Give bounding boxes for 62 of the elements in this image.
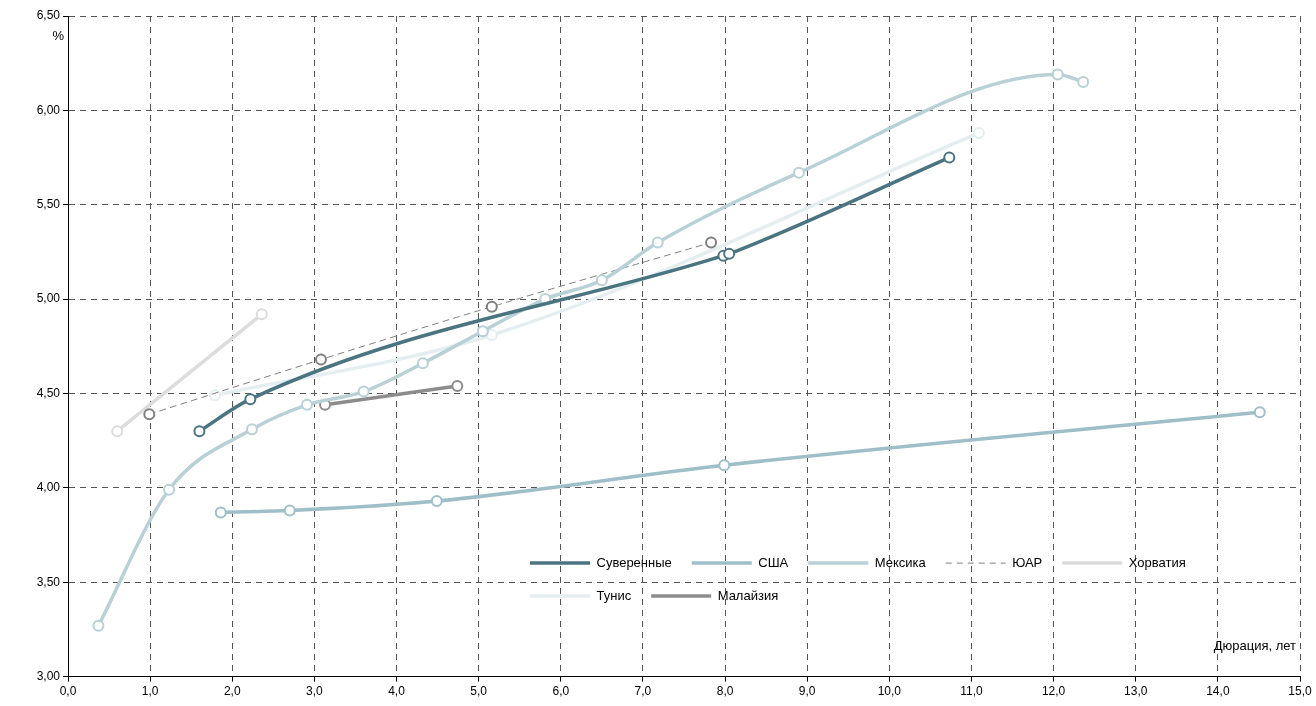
x-tick-label: 10,0	[877, 684, 902, 699]
legend-label: Тунис	[596, 587, 632, 603]
legend-label: Мексика	[874, 554, 927, 570]
legend-label: Хорватия	[1128, 554, 1186, 570]
y-axis-title: %	[52, 28, 65, 44]
point	[705, 236, 718, 249]
point	[214, 506, 227, 519]
x-tick-label: 6,0	[552, 684, 570, 699]
point	[1051, 68, 1064, 81]
point	[193, 425, 206, 438]
x-tick-label: 4,0	[388, 684, 406, 699]
point	[301, 398, 314, 411]
point	[430, 495, 443, 508]
x-tick-label: 0,0	[59, 684, 77, 699]
point	[163, 483, 176, 496]
x-tick-label: 1,0	[141, 684, 159, 699]
point	[451, 379, 464, 392]
x-axis-title: Дюрация, лет	[1213, 637, 1297, 653]
x-tick-label: 2,0	[223, 684, 241, 699]
point	[792, 166, 805, 179]
x-tick-label: 8,0	[716, 684, 734, 699]
legend-label: Суверенные	[596, 554, 672, 570]
point	[92, 619, 105, 632]
point	[485, 300, 498, 313]
point	[416, 357, 429, 370]
y-tick-label: 4,50	[36, 385, 61, 400]
point	[255, 308, 268, 321]
point	[718, 459, 731, 472]
legend-label: ЮАР	[1012, 554, 1043, 570]
point	[1077, 76, 1090, 89]
y-tick-label: 3,50	[36, 574, 61, 589]
point	[314, 353, 327, 366]
x-tick-label: 12,0	[1041, 684, 1066, 699]
y-tick-label: 5,00	[36, 291, 61, 306]
point	[972, 127, 985, 140]
x-tick-label: 7,0	[634, 684, 652, 699]
x-tick-label: 15,0	[1288, 684, 1312, 699]
x-tick-label: 11,0	[960, 684, 984, 699]
point	[651, 236, 664, 249]
point	[476, 325, 489, 338]
x-tick-label: 9,0	[798, 684, 816, 699]
point	[111, 425, 124, 438]
y-tick-label: 4,00	[36, 480, 61, 495]
legend-label: США	[758, 554, 789, 570]
y-tick-label: 6,50	[36, 8, 61, 23]
x-tick-label: 13,0	[1124, 684, 1148, 699]
point	[143, 408, 156, 421]
y-tick-label: 6,00	[36, 102, 61, 117]
point	[595, 274, 608, 287]
point	[244, 393, 257, 406]
x-tick-label: 3,0	[306, 684, 324, 699]
x-tick-label: 5,0	[470, 684, 488, 699]
point	[1253, 406, 1266, 419]
legend-label: Малайзия	[717, 587, 779, 603]
point	[723, 247, 736, 260]
y-tick-label: 5,50	[36, 197, 61, 212]
x-tick-label: 14,0	[1206, 684, 1230, 699]
point	[943, 151, 956, 164]
point	[283, 504, 296, 517]
y-tick-label: 3,00	[36, 668, 61, 683]
point	[357, 385, 370, 398]
point	[245, 423, 258, 436]
